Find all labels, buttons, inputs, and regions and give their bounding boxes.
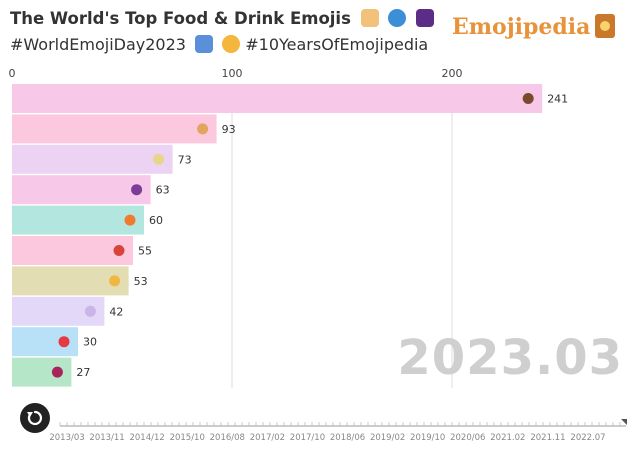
data-label: 241 — [547, 93, 568, 106]
birthday-cake-icon — [197, 123, 209, 135]
champagne-icon — [153, 153, 165, 165]
timeline-label: 2013/03 — [49, 433, 84, 443]
cocktail-icon — [84, 305, 96, 317]
x-tick-label: 0 — [9, 67, 16, 80]
timeline-label: 2013/11 — [89, 433, 124, 443]
x-tick-label: 200 — [442, 67, 463, 80]
beer-mugs-icon — [109, 275, 121, 287]
data-label: 53 — [134, 275, 148, 288]
timeline-label: 2019/02 — [370, 433, 405, 443]
birthday-cake-icon — [360, 9, 379, 27]
bar-hot-beverage-emoji — [12, 84, 543, 113]
current-date-watermark: 2023.03 — [397, 330, 623, 386]
x-tick-label: 100 — [222, 67, 243, 80]
party-face-icon — [222, 35, 241, 53]
chart-subtitle: #WorldEmojiDay2023 #10YearsOfEmojipedia — [10, 35, 428, 54]
replay-icon — [27, 410, 43, 426]
brand-logo[interactable]: Emojipedia — [452, 14, 616, 40]
timeline-label: 2014/12 — [129, 433, 164, 443]
data-label: 27 — [76, 366, 90, 379]
bar-champagne-emoji — [12, 144, 173, 174]
bar-eggplant-emoji — [12, 175, 151, 205]
data-label: 93 — [222, 123, 236, 136]
data-label: 42 — [109, 305, 123, 318]
timeline-label: 2015/10 — [170, 433, 205, 443]
timeline-label: 2016/08 — [210, 433, 245, 443]
wine-glass-icon — [51, 366, 63, 378]
data-label: 30 — [83, 336, 97, 349]
replay-button[interactable] — [20, 403, 50, 433]
bar-ramen-emoji — [12, 236, 133, 265]
calendar-icon — [195, 35, 214, 53]
hot-beverage-icon — [522, 93, 534, 104]
title-text: The World's Top Food & Drink Emojis — [10, 9, 351, 28]
timeline-label: 2021.11 — [530, 433, 565, 443]
subtitle-hashtag-2: #10YearsOfEmojipedia — [245, 35, 429, 54]
timeline-label: 2017/02 — [250, 433, 285, 443]
timeline-label: 2018/06 — [330, 433, 365, 443]
book-icon — [595, 14, 616, 38]
timeline-label: 2021.02 — [490, 433, 525, 443]
timeline-label: 2017/10 — [290, 433, 325, 443]
timeline-label: 2019/10 — [410, 433, 445, 443]
globe-icon — [388, 9, 407, 27]
timeline-label: 2022.07 — [570, 433, 605, 443]
top-arrow-icon — [416, 9, 435, 27]
data-label: 73 — [178, 153, 192, 166]
timeline-marker — [621, 419, 627, 425]
data-label: 63 — [156, 184, 170, 197]
subtitle-hashtag: #WorldEmojiDay2023 — [10, 35, 186, 54]
tangerine-icon — [124, 214, 136, 226]
data-label: 55 — [138, 245, 152, 258]
brand-text: Emojipedia — [452, 14, 591, 40]
bar-birthday-cake-emoji — [12, 114, 217, 144]
timeline-label: 2020/06 — [450, 433, 485, 443]
ramen-icon — [113, 245, 125, 256]
eggplant-icon — [131, 184, 143, 196]
bar-tangerine-emoji — [12, 205, 144, 235]
strawberry-icon — [58, 336, 70, 348]
data-label: 60 — [149, 214, 163, 227]
chart-title: The World's Top Food & Drink Emojis — [10, 9, 435, 28]
